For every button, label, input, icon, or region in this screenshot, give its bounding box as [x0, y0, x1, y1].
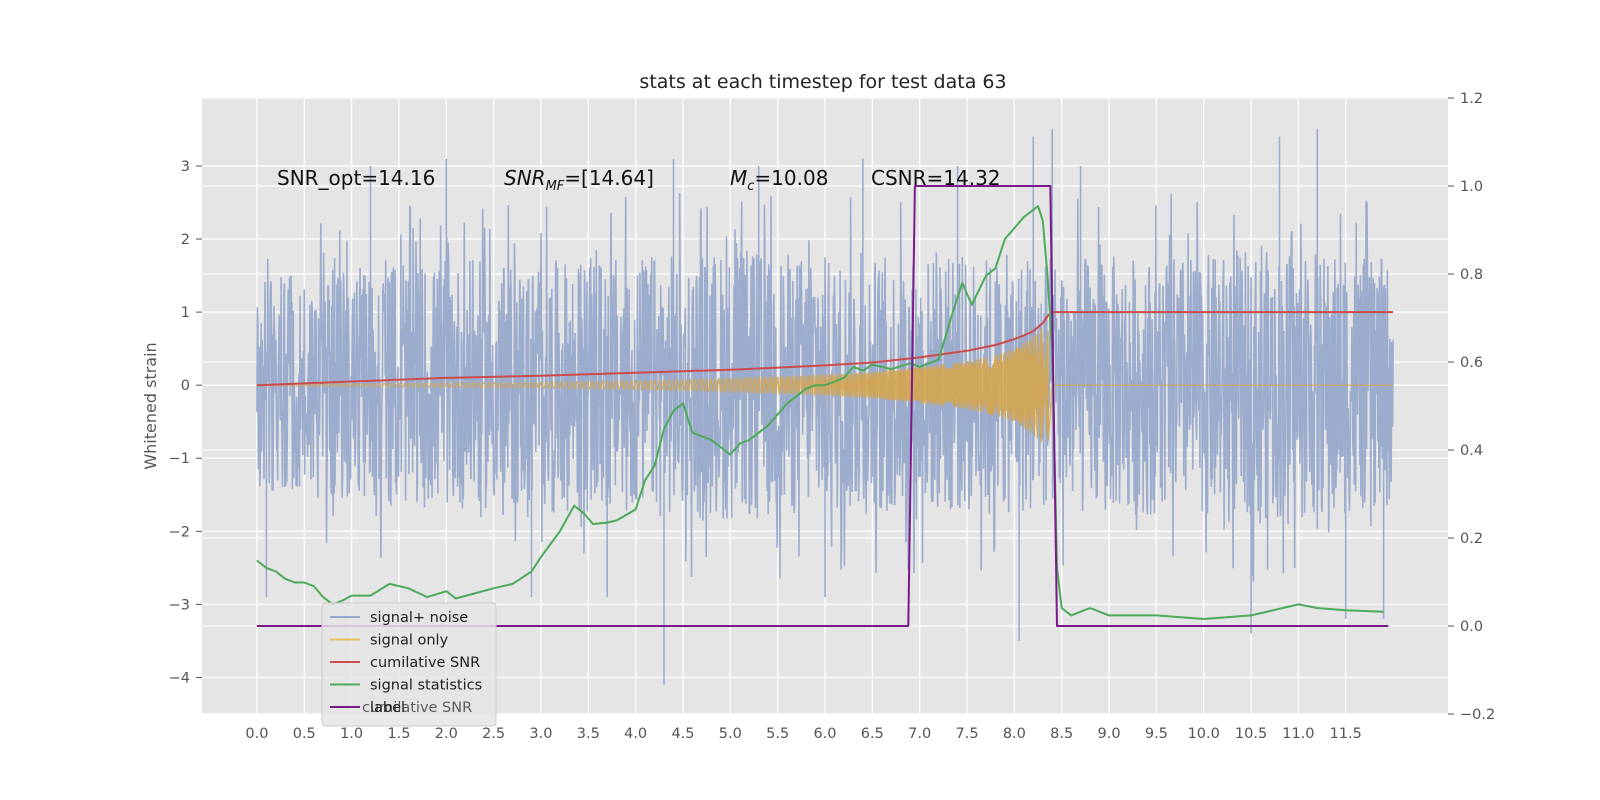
x-tick-label: 5.0 — [719, 726, 742, 742]
y-right-tick-label: 0.0 — [1460, 619, 1483, 635]
y-axis-label: Whitened strain — [141, 342, 160, 469]
y-right-tick-label: 1.2 — [1460, 91, 1483, 107]
legend-label: cumilative SNR — [362, 700, 472, 716]
y-tick-label: 1 — [181, 305, 190, 321]
x-tick-label: 1.0 — [340, 726, 363, 742]
annotation-snr-mf-sub: MF — [546, 179, 565, 194]
x-tick-label: 6.5 — [861, 726, 884, 742]
x-tick-label: 10.0 — [1188, 726, 1220, 742]
x-tick-label: 3.5 — [577, 726, 600, 742]
y-tick-label: 2 — [181, 232, 190, 248]
y-tick-label: −1 — [169, 451, 190, 467]
y-tick-label: −4 — [169, 670, 190, 686]
legend-box — [321, 602, 497, 727]
x-tick-label: 9.5 — [1145, 726, 1168, 742]
series-line-cumilative-SNR — [256, 311, 1394, 387]
y-right-tick-label: 0.4 — [1460, 443, 1483, 459]
series-line-label — [256, 185, 1389, 627]
x-tick-label: 6.0 — [813, 726, 836, 742]
annotation-mc: Mc=10.08 — [730, 166, 828, 194]
data-layer — [256, 129, 1394, 685]
x-tick-label: 0.0 — [245, 726, 268, 742]
annotation-mc-sub: c — [747, 179, 754, 194]
legend-label: signal+ noise — [370, 610, 468, 626]
x-tick-label: 4.0 — [624, 726, 647, 742]
chart-title: stats at each timestep for test data 63 — [639, 71, 1006, 93]
legend-label: signal statistics — [370, 678, 482, 694]
x-tick-label: 7.0 — [908, 726, 931, 742]
y-right-tick-label: 1.0 — [1460, 179, 1483, 195]
x-tick-label: 8.5 — [1050, 726, 1073, 742]
legend-label: cumilative SNR — [370, 655, 480, 671]
x-tick-label: 4.5 — [671, 726, 694, 742]
annotation-snr-mf-base: SNR — [504, 166, 546, 190]
annotation-csnr: CSNR=14.32 — [871, 166, 1001, 190]
x-tick-label: 11.5 — [1330, 726, 1362, 742]
y-right-tick-label: 0.2 — [1460, 531, 1483, 547]
y-right-tick-label: 0.8 — [1460, 267, 1483, 283]
legend: signal+ noise signal only cumilative SNR si… — [321, 602, 497, 727]
x-tick-label: 2.0 — [435, 726, 458, 742]
x-tick-label: 2.5 — [482, 726, 505, 742]
x-tick-label: 0.5 — [293, 726, 316, 742]
annotation-snr-opt: SNR_opt=14.16 — [277, 166, 435, 190]
y-right-tick-label: 0.6 — [1460, 355, 1483, 371]
x-tick-label: 10.5 — [1235, 726, 1267, 742]
signal-only-trace — [256, 328, 1394, 443]
annotation-mc-base: M — [730, 166, 747, 190]
y-tick-label: 0 — [181, 378, 190, 394]
annotation-snr-mf: SNRMF=[14.64] — [504, 166, 654, 194]
legend-label: signal only — [370, 633, 449, 649]
x-tick-label: 1.5 — [387, 726, 410, 742]
x-tick-label: 5.5 — [766, 726, 789, 742]
legend-label: label — [370, 700, 405, 716]
y-tick-label: −3 — [169, 597, 190, 613]
annotation-snr-mf-value: =[14.64] — [564, 166, 654, 190]
axis-layer: 0.0 0.5 1.0 1.5 2.0 2.5 3.0 3.5 4.0 4.5 5.0 5.5 6.0 6… — [169, 91, 1496, 742]
x-tick-label: 8.0 — [1003, 726, 1026, 742]
x-tick-label: 9.0 — [1098, 726, 1121, 742]
x-tick-label: 11.0 — [1282, 726, 1314, 742]
x-tick-label: 7.5 — [955, 726, 978, 742]
x-tick-label: 3.0 — [529, 726, 552, 742]
annotation-mc-value: =10.08 — [754, 166, 828, 190]
series-line-signal-statistics — [256, 205, 1384, 620]
y-right-tick-label: −0.2 — [1460, 707, 1495, 723]
y-tick-label: −2 — [169, 524, 190, 540]
y-tick-label: 3 — [181, 159, 190, 175]
